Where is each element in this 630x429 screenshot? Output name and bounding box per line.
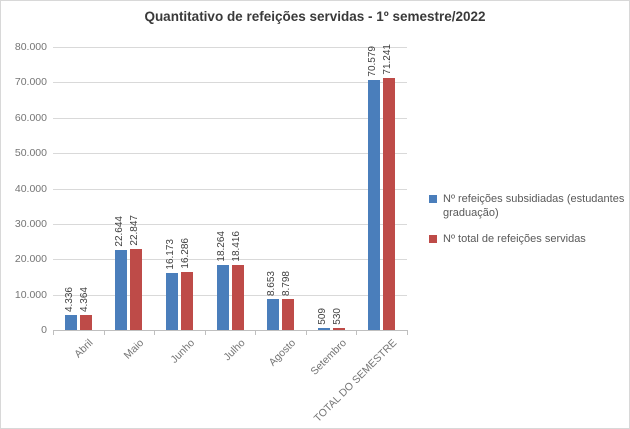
- x-axis-category-label: Julho: [221, 337, 248, 364]
- y-gridline: [53, 117, 407, 119]
- bar-value-label: 16.286: [179, 238, 191, 269]
- y-gridline: [53, 153, 407, 155]
- bar-value-label: 4.336: [63, 286, 75, 312]
- bar-subsidiadas: [165, 273, 178, 330]
- y-axis-tick-label: 40.000: [14, 182, 47, 195]
- bar-subsidiadas: [64, 315, 77, 330]
- bar-value-label: 18.264: [215, 231, 227, 262]
- y-axis-tick-label: 50.000: [14, 147, 47, 160]
- x-axis-tick: [407, 331, 408, 335]
- x-axis-category-label: Maio: [121, 337, 147, 362]
- y-gridline: [53, 223, 407, 225]
- bar-value-label: 71.241: [382, 44, 394, 75]
- bar-value-label: 8.653: [266, 270, 278, 296]
- x-axis-category-label: Setembro: [307, 337, 349, 378]
- x-axis-tick: [255, 331, 257, 335]
- y-axis-tick-label: 10.000: [14, 288, 47, 301]
- legend-item: Nº refeições subsidiadas (estudantes gra…: [429, 192, 627, 221]
- x-axis-category-label: Agosto: [266, 337, 299, 369]
- bar-value-label: 22.644: [114, 216, 126, 247]
- y-gridline: [53, 188, 407, 190]
- bar-value-label: 70.579: [367, 46, 379, 77]
- bar-total: [79, 315, 92, 330]
- legend-label: Nº refeições subsidiadas (estudantes gra…: [443, 193, 625, 220]
- bar-subsidiadas: [368, 80, 381, 330]
- bar-subsidiadas: [267, 299, 280, 330]
- bar-value-label: 16.173: [164, 239, 176, 270]
- bar-value-label: 22.847: [129, 215, 141, 246]
- y-axis-tick-label: 60.000: [14, 111, 47, 124]
- y-gridline: [53, 294, 407, 296]
- x-axis-tick: [53, 331, 54, 335]
- bar-value-label: 18.416: [230, 231, 242, 262]
- chart-title: Quantitativo de refeições servidas - 1º …: [144, 9, 486, 24]
- x-axis-tick: [154, 331, 156, 335]
- y-gridline: [53, 82, 407, 84]
- x-axis-category-label: TOTAL DO SEMESTRE: [311, 337, 400, 425]
- y-gridline: [53, 47, 407, 48]
- x-axis-tick: [356, 331, 358, 335]
- legend-label: Nº total de refeições servidas: [443, 232, 586, 245]
- bar-subsidiadas: [115, 250, 128, 330]
- bar-total: [130, 249, 143, 330]
- legend-marker-icon: [429, 195, 437, 203]
- bar-value-label: 509: [316, 308, 328, 325]
- y-axis-tick-label: 0: [41, 324, 47, 336]
- bar-value-label: 8.798: [281, 270, 293, 296]
- x-axis-tick: [103, 331, 105, 335]
- y-gridline: [53, 259, 407, 261]
- x-axis-tick: [204, 331, 206, 335]
- bar-subsidiadas: [216, 265, 229, 330]
- y-axis-tick-label: 70.000: [14, 76, 47, 89]
- x-axis-tick: [305, 331, 307, 335]
- y-axis-tick-label: 30.000: [14, 217, 47, 230]
- bar-value-label: 530: [331, 308, 343, 325]
- y-axis-tick-label: 80.000: [14, 41, 47, 53]
- x-axis-line: [53, 330, 408, 331]
- bar-total: [383, 78, 396, 330]
- bar-total: [180, 272, 193, 330]
- bar-subsidiadas: [317, 328, 330, 330]
- legend: Nº refeições subsidiadas (estudantes gra…: [429, 192, 627, 257]
- x-axis-category-label: Abril: [72, 337, 96, 361]
- bar-value-label: 4.364: [78, 286, 90, 312]
- bar-total: [282, 299, 295, 330]
- legend-item: Nº total de refeições servidas: [429, 232, 627, 246]
- legend-marker-icon: [429, 234, 437, 243]
- y-axis-tick-label: 20.000: [14, 253, 47, 266]
- x-axis-category-label: Junho: [168, 337, 197, 366]
- bar-total: [231, 265, 244, 330]
- bar-total: [332, 328, 345, 330]
